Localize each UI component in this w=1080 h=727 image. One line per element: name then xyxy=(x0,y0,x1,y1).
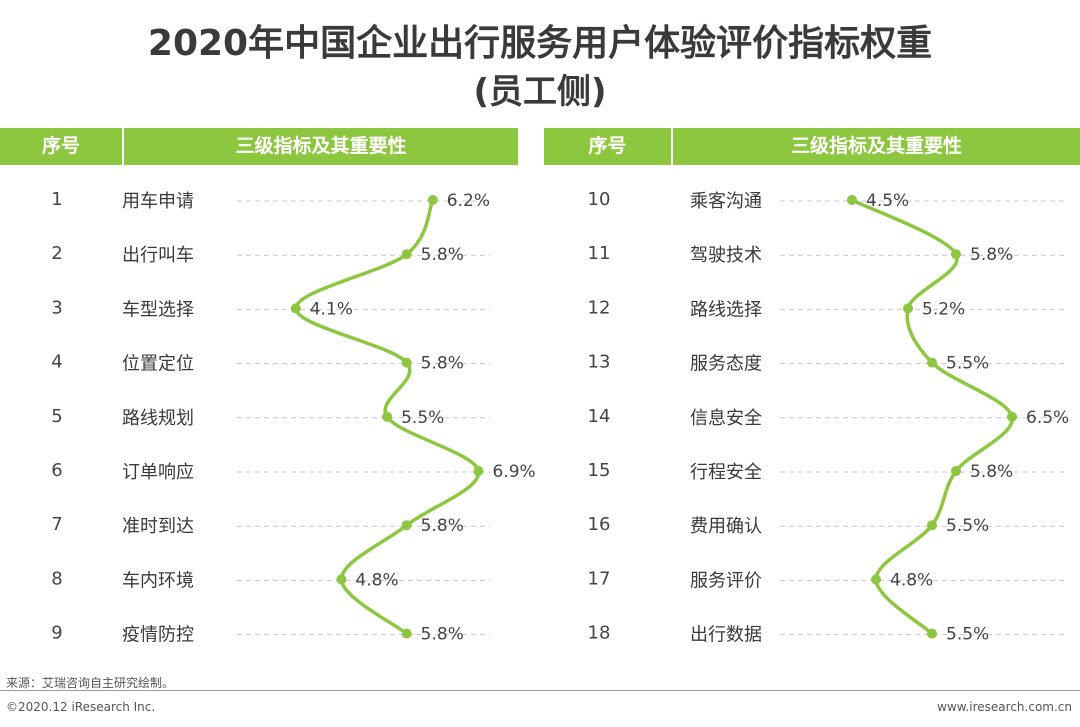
data-label: 4.5% xyxy=(866,191,909,211)
indicator-name: 费用确认 xyxy=(690,516,762,537)
footer-divider xyxy=(0,690,1080,691)
header-divider xyxy=(122,128,124,165)
data-label: 5.8% xyxy=(970,245,1013,265)
data-point xyxy=(427,195,438,205)
data-point xyxy=(927,357,937,368)
row-index: 14 xyxy=(588,406,611,427)
row-index: 10 xyxy=(588,189,611,210)
indicator-name: 车内环境 xyxy=(122,570,194,591)
data-label: 5.5% xyxy=(946,516,989,536)
data-label: 6.5% xyxy=(1026,408,1069,428)
indicator-name: 信息安全 xyxy=(690,408,762,429)
data-label: 6.9% xyxy=(492,462,535,482)
data-label: 5.5% xyxy=(946,625,989,645)
header-divider xyxy=(671,128,673,165)
indicator-name: 路线规划 xyxy=(122,408,194,429)
indicator-name: 疫情防控 xyxy=(122,625,194,646)
row-index: 17 xyxy=(588,568,611,589)
indicator-name: 出行叫车 xyxy=(122,245,194,266)
website: www.iresearch.com.cn xyxy=(937,700,1072,714)
data-label: 5.5% xyxy=(401,408,444,428)
data-point xyxy=(871,574,881,585)
data-label: 4.8% xyxy=(890,570,933,590)
indicator-name: 乘客沟通 xyxy=(690,191,762,212)
indicator-name: 路线选择 xyxy=(690,299,762,320)
row-index: 12 xyxy=(588,297,611,318)
row-index: 5 xyxy=(51,406,62,427)
data-point xyxy=(951,466,961,476)
data-label: 5.5% xyxy=(946,354,989,374)
data-point xyxy=(401,357,412,368)
row-index: 13 xyxy=(588,352,611,373)
row-index: 16 xyxy=(588,514,611,535)
data-label: 4.1% xyxy=(310,299,353,319)
row-index: 3 xyxy=(51,297,62,318)
data-label: 5.8% xyxy=(421,516,464,536)
data-label: 5.8% xyxy=(421,625,464,645)
data-label: 5.2% xyxy=(922,299,965,319)
data-point xyxy=(336,574,347,585)
indicator-name: 车型选择 xyxy=(122,299,194,320)
data-point xyxy=(927,628,937,639)
data-point xyxy=(401,520,412,531)
indicator-name: 订单响应 xyxy=(122,462,194,483)
indicator-name: 准时到达 xyxy=(122,516,194,537)
row-index: 8 xyxy=(51,568,62,589)
indicator-name: 出行数据 xyxy=(690,625,762,646)
data-point xyxy=(401,249,412,260)
data-point xyxy=(847,195,857,205)
data-label: 6.2% xyxy=(447,191,490,211)
header-index-label: 序号 xyxy=(41,135,80,157)
data-point xyxy=(951,249,961,260)
indicator-name: 行程安全 xyxy=(690,462,762,483)
row-index: 11 xyxy=(588,243,611,264)
indicator-name: 驾驶技术 xyxy=(690,245,762,266)
chart-title: 2020年中国企业出行服务用户体验评价指标权重 xyxy=(147,23,933,64)
data-point xyxy=(290,303,301,314)
data-point xyxy=(927,520,937,531)
header-indicator-label: 三级指标及其重要性 xyxy=(790,135,962,157)
indicator-name: 服务评价 xyxy=(690,570,762,591)
table-header-right: 序号 三级指标及其重要性 xyxy=(544,128,1080,165)
indicator-name: 位置定位 xyxy=(122,354,194,375)
row-index: 1 xyxy=(51,189,62,210)
row-index: 4 xyxy=(51,352,62,373)
row-index: 15 xyxy=(588,460,611,481)
header-indicator-label: 三级指标及其重要性 xyxy=(235,135,407,157)
row-index: 6 xyxy=(51,460,62,481)
chart-subtitle: (员工侧) xyxy=(473,72,607,112)
data-point xyxy=(473,466,484,476)
data-label: 5.8% xyxy=(421,245,464,265)
source-note: 来源：艾瑞咨询自主研究绘制。 xyxy=(6,676,175,690)
table-header-left: 序号 三级指标及其重要性 xyxy=(0,128,518,165)
copyright: ©2020.12 iResearch Inc. xyxy=(6,700,156,714)
data-point xyxy=(382,411,393,422)
indicator-name: 服务态度 xyxy=(690,354,762,375)
data-label: 5.8% xyxy=(970,462,1013,482)
header-index-label: 序号 xyxy=(588,135,627,157)
indicator-name: 用车申请 xyxy=(122,191,194,212)
row-index: 2 xyxy=(51,243,62,264)
data-point xyxy=(401,628,412,639)
data-label: 5.8% xyxy=(421,354,464,374)
series-line xyxy=(850,198,1014,636)
data-label: 4.8% xyxy=(355,570,398,590)
data-point xyxy=(903,303,913,314)
row-index: 7 xyxy=(51,514,62,535)
data-point xyxy=(1007,411,1017,422)
row-index: 18 xyxy=(588,623,611,644)
row-index: 9 xyxy=(51,623,62,644)
